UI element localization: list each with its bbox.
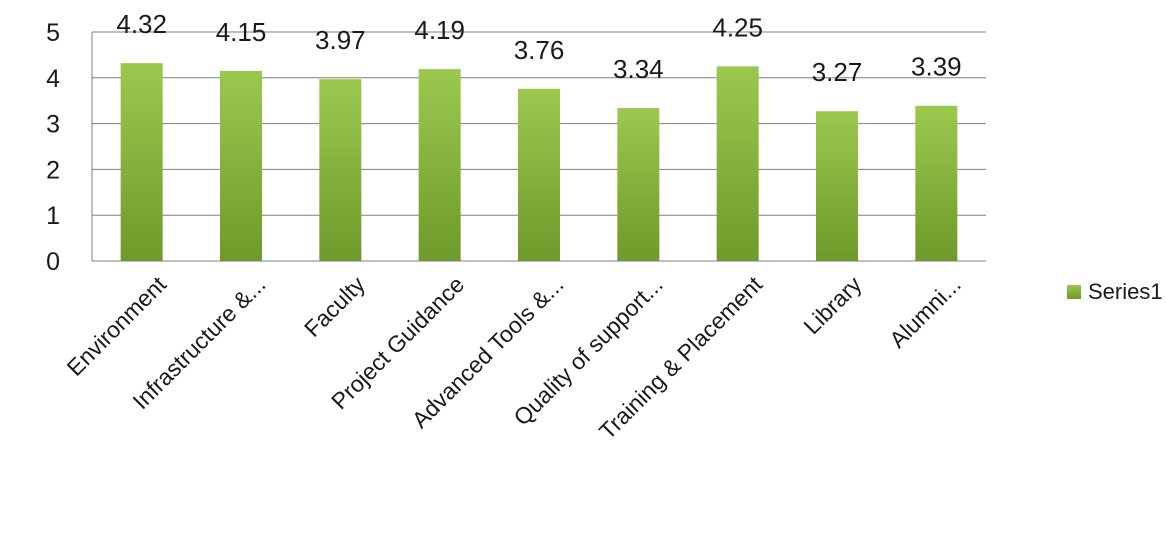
y-tick-label: 3	[46, 111, 60, 139]
data-label: 3.34	[613, 54, 664, 84]
legend-label: Series1	[1088, 279, 1163, 304]
y-tick-label: 2	[46, 156, 60, 184]
data-label: 3.97	[315, 25, 366, 55]
data-label: 4.19	[414, 15, 465, 45]
y-tick-label: 0	[46, 248, 60, 276]
y-tick-label: 4	[46, 65, 60, 93]
data-label: 4.25	[712, 12, 763, 42]
bar	[816, 111, 858, 261]
x-tick-label: Environment	[62, 271, 172, 381]
x-tick-label: Training & Placement	[594, 271, 768, 445]
bar	[319, 79, 361, 261]
bar	[717, 66, 759, 261]
x-tick-label: Faculty	[299, 271, 370, 342]
bar	[518, 89, 560, 261]
y-tick-label: 1	[46, 202, 60, 230]
data-label: 4.32	[116, 9, 167, 39]
bar	[617, 108, 659, 261]
data-label: 3.27	[812, 57, 863, 87]
data-label: 3.76	[514, 35, 565, 65]
y-tick-label: 5	[46, 19, 60, 47]
data-label: 4.15	[216, 17, 267, 47]
bar	[121, 63, 163, 261]
bar	[419, 69, 461, 261]
bar	[915, 106, 957, 261]
x-tick-label: Library	[798, 271, 866, 339]
bar	[220, 71, 262, 261]
data-label: 3.39	[911, 52, 962, 82]
x-tick-label: Alumni...	[884, 271, 966, 353]
legend-swatch	[1067, 285, 1081, 299]
